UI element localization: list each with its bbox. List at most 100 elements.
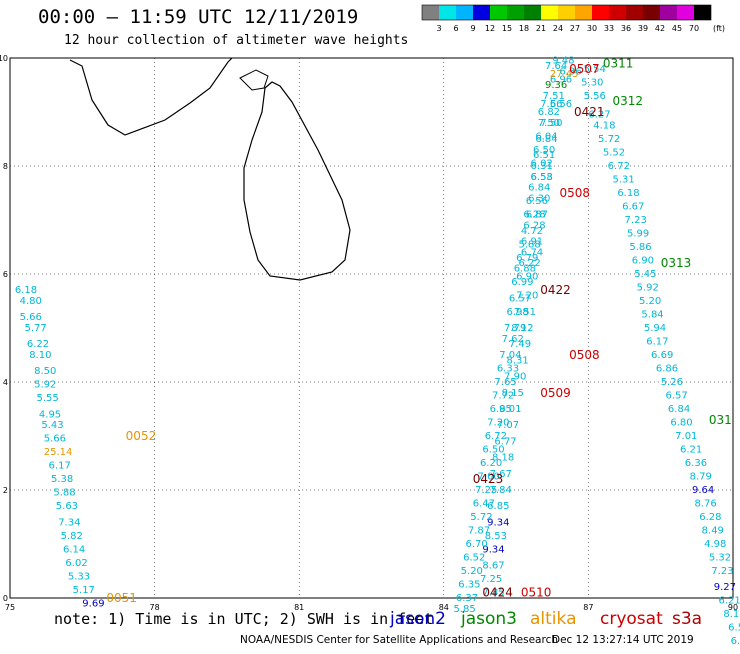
colorbar-tick: 27 [570, 24, 580, 33]
pass-time-label: 0423 [473, 472, 504, 486]
wave-height-label: 6.85 [487, 501, 509, 512]
wave-height-label: 8.10 [29, 350, 51, 361]
wave-height-label: 5.38 [51, 474, 73, 485]
wave-height-label: 25.14 [44, 447, 73, 458]
wave-height-label: 5.77 [24, 323, 46, 334]
wave-height-label: 7.34 [58, 517, 80, 528]
wave-height-label: 5.92 [637, 283, 659, 294]
wave-height-label: 6.36 [685, 458, 707, 469]
wave-height-label: 5.31 [613, 175, 635, 186]
wave-height-label: 7.20 [516, 291, 538, 302]
wave-height-label: 5.82 [61, 531, 83, 542]
colorbar-swatch [609, 5, 626, 20]
wave-height-label: 5.32 [709, 553, 731, 564]
wave-height-label: 6.84 [528, 183, 550, 194]
wave-height-label: 6.33 [497, 364, 519, 375]
wave-height-label: 7.51 [543, 91, 565, 102]
colorbar-swatch [541, 5, 558, 20]
wave-height-label: 6.35 [458, 580, 480, 591]
pass-time-label: 0508 [569, 348, 600, 362]
plot-frame [9, 57, 734, 599]
wave-height-label: 9.34 [482, 544, 504, 555]
colorbar-swatch [677, 5, 694, 20]
wave-height-label: 5.86 [629, 242, 651, 253]
wave-height-label: 6.58 [531, 172, 553, 183]
wave-height-label: 6.28 [699, 512, 721, 523]
wave-height-label: 6.31 [531, 161, 553, 172]
colorbar-tick: 30 [587, 24, 597, 33]
wave-height-label: 6.50 [482, 445, 504, 456]
colorbar-unit: (ft) [713, 24, 725, 33]
colorbar-swatch [558, 5, 575, 20]
wave-height-label: 6.79 [516, 253, 538, 264]
wave-height-label: 6.57 [666, 391, 688, 402]
wave-height-label: 9.27 [714, 582, 736, 593]
wave-height-label: 6.84 [668, 404, 690, 415]
colorbar-tick: 15 [502, 24, 512, 33]
wave-height-label: 8.01 [499, 404, 521, 415]
x-tick-label: 90 [728, 603, 738, 612]
colorbar-swatch [643, 5, 660, 20]
wave-height-label: 5.72 [470, 512, 492, 523]
wave-height-label: 7.04 [499, 350, 521, 361]
wave-height-label: 6.28 [523, 220, 545, 231]
pass-time-label: 0312 [613, 94, 644, 108]
wave-height-label: 5.55 [37, 393, 59, 404]
wave-height-label: 9.36 [545, 80, 567, 91]
wave-height-label: 9.69 [82, 598, 104, 609]
wave-height-label: 4.98 [704, 539, 726, 550]
wave-height-label: 5.30 [581, 77, 603, 88]
wave-height-label: 6.27 [588, 110, 610, 121]
x-tick-label: 78 [150, 603, 160, 612]
y-tick-label: 4 [3, 378, 8, 387]
colorbar-tick: 24 [553, 24, 563, 33]
pass-time-label: 0052 [126, 429, 157, 443]
wave-height-label: 6.87 [526, 210, 548, 221]
note-text: note: 1) Time is in UTC; 2) SWH is in fe… [54, 610, 434, 628]
legend-jason2: jason2 [390, 609, 446, 629]
wave-height-label: 5.72 [598, 134, 620, 145]
wave-height-label: 5.54 [584, 64, 606, 75]
pass-time-label: 0507 [569, 62, 600, 76]
wave-height-label: 6.80 [670, 418, 692, 429]
wave-height-label: 6.56 [526, 196, 548, 207]
wave-height-label: 5.94 [644, 323, 666, 334]
pass-time-label: 0313 [661, 256, 692, 270]
wave-height-label: 4.72 [521, 226, 543, 237]
chart-title: 00:00 – 11:59 UTC 12/11/2019 [38, 6, 359, 28]
wave-height-label: 6.22 [27, 339, 49, 350]
wave-height-label: 5.33 [68, 571, 90, 582]
x-tick-label: 87 [583, 603, 593, 612]
wave-height-label: 8.79 [690, 472, 712, 483]
wave-height-label: 7.87 [468, 526, 490, 537]
wave-height-label: 7.56 [540, 99, 562, 110]
wave-height-label: 7.62 [502, 334, 524, 345]
wave-height-label: 5.99 [627, 229, 649, 240]
wave-height-label: 7.25 [480, 574, 502, 585]
wave-height-label: 7.72 [492, 391, 514, 402]
wave-height-label: 7.01 [675, 431, 697, 442]
wave-height-label: 7.25 [475, 485, 497, 496]
wave-height-label: 5.20 [461, 566, 483, 577]
footer-credit: NOAA/NESDIS Center for Satellite Applica… [240, 634, 558, 646]
wave-height-label: 6.96 [550, 75, 572, 86]
wave-height-label: 6.56 [550, 99, 572, 110]
wave-height-label: 7.85 [482, 588, 504, 599]
wave-height-label: 8.15 [502, 388, 524, 399]
pass-time-label: 0509 [540, 386, 571, 400]
wave-height-label: 7.00 [478, 472, 500, 483]
wave-height-label: 6.14 [63, 544, 85, 555]
x-tick-label: 81 [294, 603, 304, 612]
wave-height-label: 8.53 [485, 531, 507, 542]
wave-height-label: 6.04 [535, 131, 557, 142]
colorbar-tick: 39 [638, 24, 648, 33]
y-tick-label: 10 [0, 54, 8, 63]
colorbar-tick: 3 [436, 24, 441, 33]
colorbar-swatch [456, 5, 473, 20]
wave-height-label: 5.92 [34, 380, 56, 391]
wave-height-label: 5.66 [44, 434, 66, 445]
wave-height-label: 8.67 [482, 561, 504, 572]
colorbar-tick: 21 [536, 24, 546, 33]
wave-height-label: 6.77 [494, 436, 516, 447]
